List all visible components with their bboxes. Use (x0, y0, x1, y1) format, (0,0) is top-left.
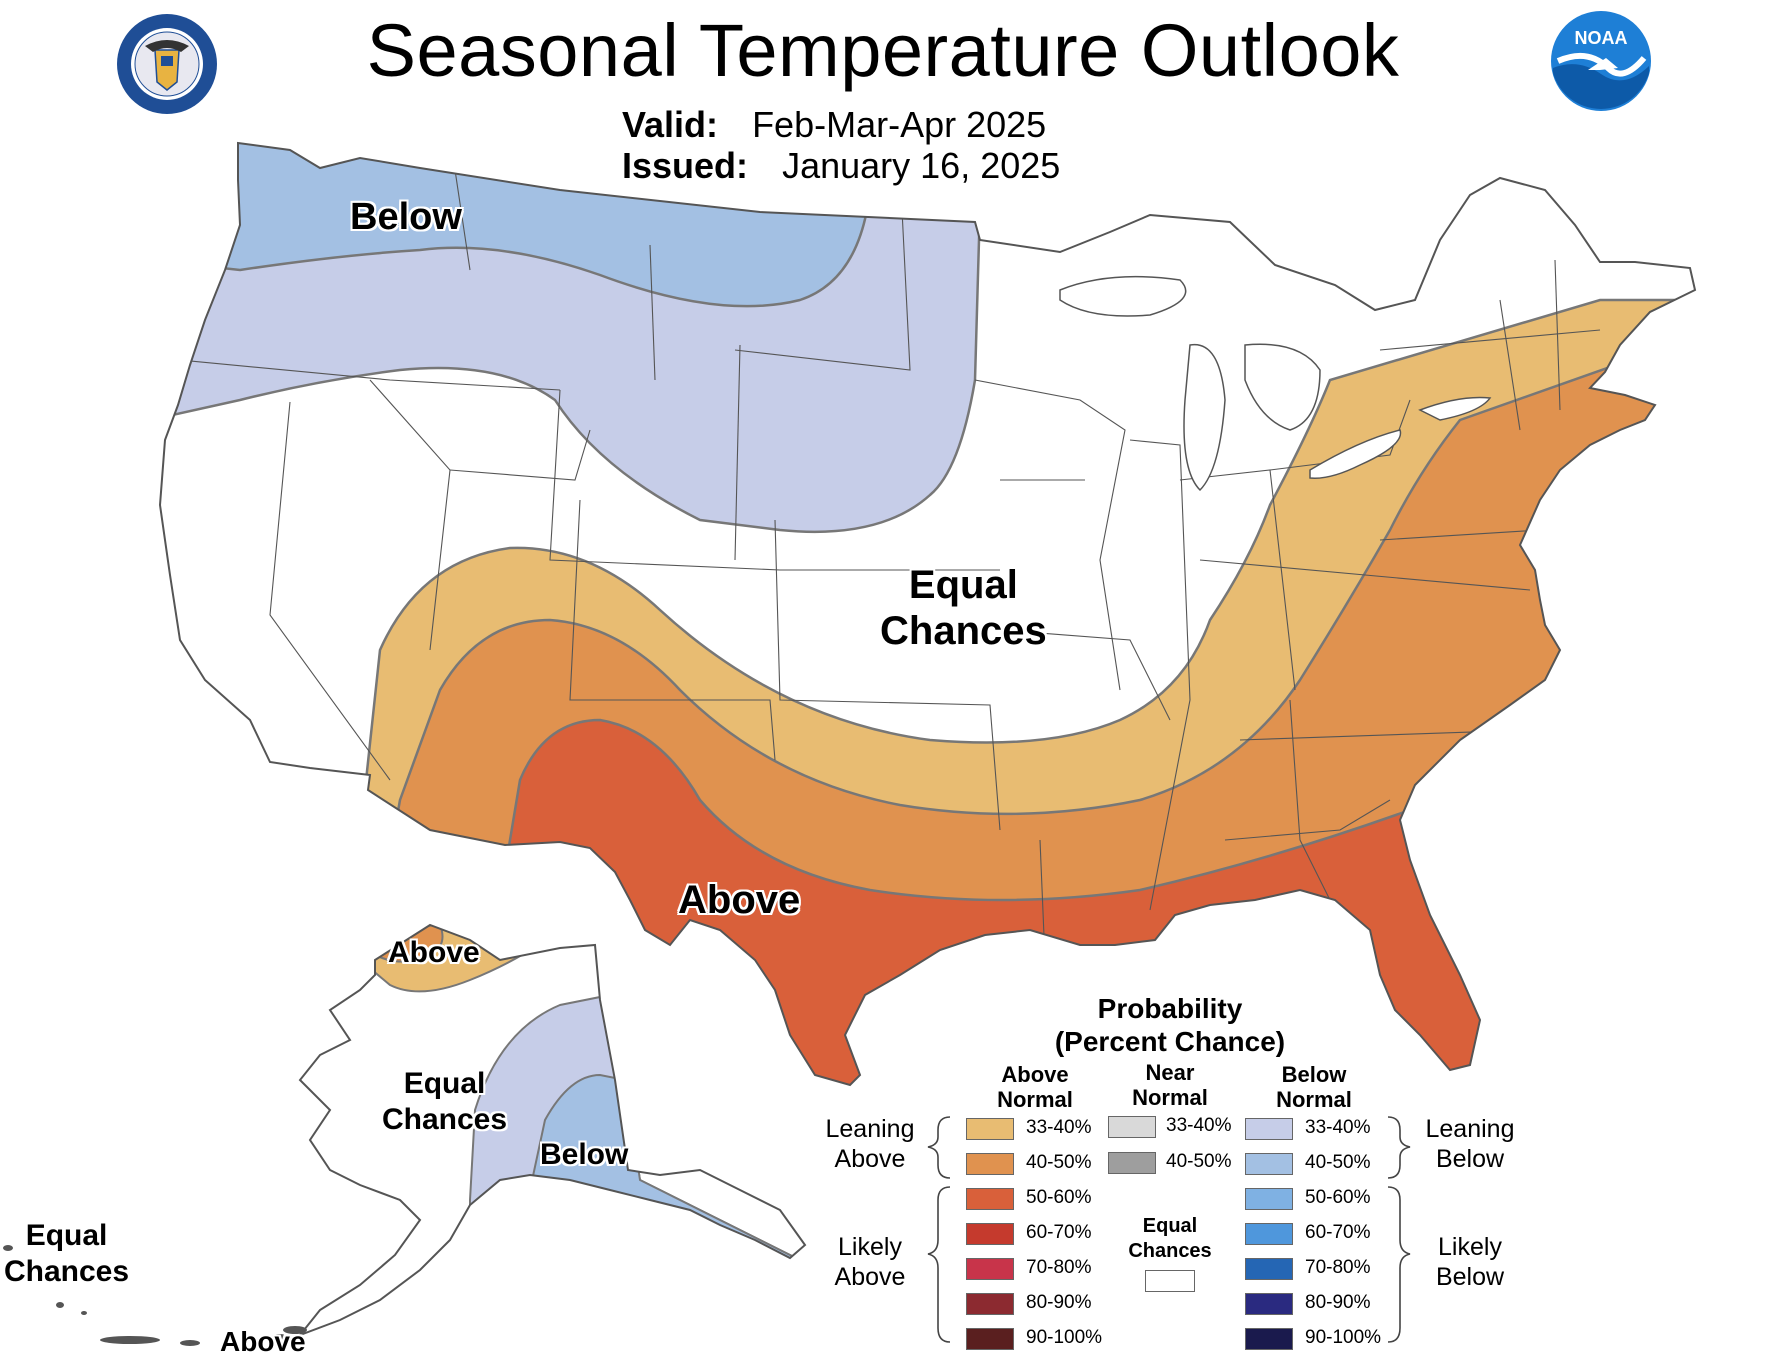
leaning-above-line1: Leaning (825, 1115, 915, 1143)
noaa-logo-text: NOAA (1575, 28, 1628, 48)
below-normal-swatch (1245, 1258, 1293, 1280)
above-normal-swatch (966, 1188, 1014, 1210)
label-below-northwest: Below (350, 196, 462, 238)
below-normal-swatch (1245, 1328, 1293, 1350)
below-normal-swatch (1245, 1223, 1293, 1245)
page-title: Seasonal Temperature Outlook (366, 9, 1400, 92)
below-normal-label: 60-70% (1305, 1222, 1371, 1243)
likely-below-line1: Likely (1438, 1233, 1502, 1261)
brace-leaning-above (927, 1116, 951, 1179)
issued-label: Issued: (622, 145, 749, 186)
commerce-seal-icon (117, 14, 217, 114)
above-normal-swatch (966, 1258, 1014, 1280)
noaa-logo-icon: NOAA (1551, 11, 1651, 111)
above-normal-swatch (966, 1223, 1014, 1245)
brace-leaning-below (1387, 1116, 1411, 1179)
valid-line: Valid: Feb-Mar-Apr 2025 (622, 104, 1046, 146)
above-normal-label: 50-60% (1026, 1187, 1092, 1208)
below-normal-swatch (1245, 1153, 1293, 1175)
leaning-below-label: Leaning Below (1420, 1114, 1520, 1174)
equal-chances-swatch (1145, 1270, 1195, 1292)
column-near-line1: Near (1145, 1060, 1195, 1085)
below-normal-label: 33-40% (1305, 1117, 1371, 1138)
brace-likely-below (1387, 1186, 1411, 1343)
chances-line-2: Chances (880, 609, 1047, 653)
near-normal-swatch (1108, 1116, 1156, 1138)
likely-below-line2: Below (1435, 1263, 1505, 1291)
likely-above-label: Likely Above (820, 1232, 920, 1292)
hi-equal-line-1: Equal (25, 1219, 108, 1252)
above-normal-label: 60-70% (1026, 1222, 1092, 1243)
legend-title-line2: (Percent Chance) (1054, 1026, 1286, 1057)
label-above-south: Above (678, 878, 801, 922)
issued-value: January 16, 2025 (782, 145, 1061, 186)
brace-likely-above (927, 1186, 951, 1343)
above-normal-swatch (966, 1153, 1014, 1175)
below-normal-swatch (1245, 1293, 1293, 1315)
column-above-line2: Normal (997, 1087, 1073, 1112)
above-normal-label: 40-50% (1026, 1152, 1092, 1173)
column-above-line1: Above (1001, 1062, 1069, 1087)
above-normal-label: 90-100% (1026, 1327, 1103, 1348)
near-normal-swatch (1108, 1152, 1156, 1174)
near-equal-line1: Equal (1142, 1215, 1198, 1237)
above-normal-label: 33-40% (1026, 1117, 1092, 1138)
below-normal-label: 70-80% (1305, 1257, 1371, 1278)
label-equal-chances-conus: Equal Chances (880, 562, 1047, 654)
near-normal-label: 40-50% (1166, 1151, 1232, 1172)
likely-above-line2: Above (834, 1263, 906, 1291)
issued-line: Issued: January 16, 2025 (622, 145, 1060, 187)
above-normal-swatch (966, 1328, 1014, 1350)
legend-title-line1: Probability (1097, 993, 1243, 1024)
leaning-below-line2: Below (1435, 1145, 1505, 1173)
label-hi-above: Above (220, 1326, 306, 1357)
near-equal-line2: Chances (1128, 1240, 1212, 1262)
near-normal-label: 33-40% (1166, 1115, 1232, 1136)
islands (3, 1245, 307, 1346)
below-normal-label: 90-100% (1305, 1327, 1382, 1348)
hi-chances-line-2: Chances (4, 1255, 130, 1288)
above-normal-swatch (966, 1118, 1014, 1140)
column-above-normal: Above Normal (975, 1062, 1095, 1112)
ak-chances-line-2: Chances (382, 1103, 508, 1136)
below-normal-label: 80-90% (1305, 1292, 1371, 1313)
near-equal-chances: Equal Chances (1110, 1214, 1230, 1264)
column-near-normal: Near Normal (1110, 1060, 1230, 1110)
state-borders (179, 169, 1601, 961)
below-normal-label: 40-50% (1305, 1152, 1371, 1173)
above-normal-label: 70-80% (1026, 1257, 1092, 1278)
above-normal-swatch (966, 1293, 1014, 1315)
column-below-line2: Normal (1276, 1087, 1352, 1112)
equal-line-1: Equal (908, 563, 1018, 607)
ak-equal-line-1: Equal (403, 1067, 486, 1100)
below-normal-swatch (1245, 1188, 1293, 1210)
label-ak-below: Below (540, 1138, 629, 1171)
likely-above-line1: Likely (838, 1233, 902, 1261)
likely-below-label: Likely Below (1420, 1232, 1520, 1292)
above-normal-label: 80-90% (1026, 1292, 1092, 1313)
valid-label: Valid: (622, 104, 719, 145)
leaning-below-line1: Leaning (1425, 1115, 1515, 1143)
column-near-line2: Normal (1132, 1085, 1208, 1110)
valid-value: Feb-Mar-Apr 2025 (752, 104, 1047, 145)
below-normal-swatch (1245, 1118, 1293, 1140)
great-lakes (1059, 275, 1492, 492)
leaning-above-label: Leaning Above (820, 1114, 920, 1174)
below-normal-label: 50-60% (1305, 1187, 1371, 1208)
column-below-line1: Below (1281, 1062, 1347, 1087)
column-below-normal: Below Normal (1254, 1062, 1374, 1112)
label-ak-above: Above (388, 936, 480, 969)
label-ak-equal-chances: Equal Chances (382, 1066, 507, 1138)
leaning-above-line2: Above (834, 1145, 906, 1173)
label-hi-equal-chances: Equal Chances (4, 1218, 129, 1290)
